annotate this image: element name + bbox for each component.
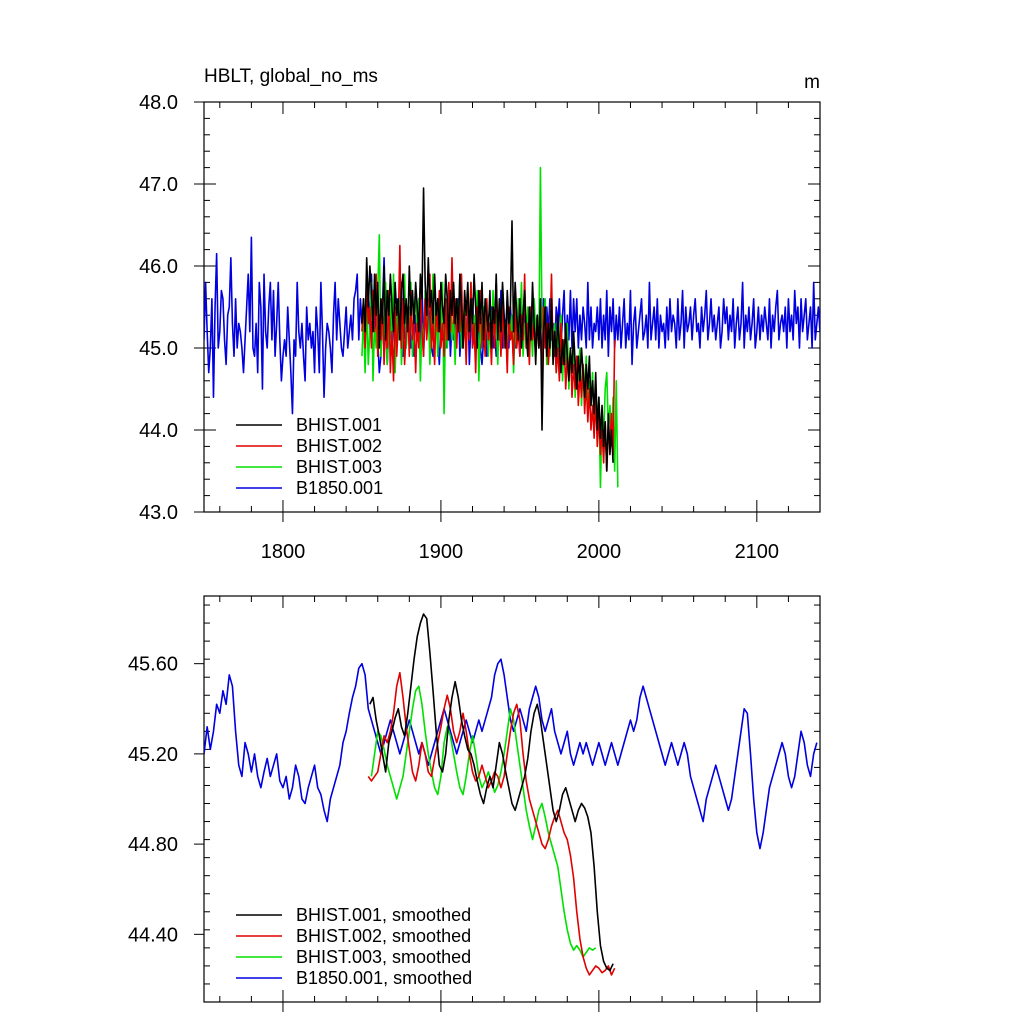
x-tick-label: 2000 <box>577 541 622 563</box>
legend-label: B1850.001, smoothed <box>296 968 472 988</box>
legend-label: BHIST.003, smoothed <box>296 947 471 967</box>
plot-frame <box>203 101 821 513</box>
x-tick-label: 2100 <box>735 541 780 563</box>
plot-frame <box>203 595 821 1003</box>
legend-label: B1850.001 <box>296 478 383 498</box>
y-tick-label: 44.40 <box>128 924 178 946</box>
y-tick-label: 44.0 <box>139 420 178 442</box>
legend-label: BHIST.001, smoothed <box>296 905 471 925</box>
series-line-bhist-003 <box>370 685 597 958</box>
top-panel: 43.0 44.0 45.0 46.0 47.0 48.0 1800 1900 2000 2100… <box>139 92 821 563</box>
series-line-b1850-001 <box>204 236 820 415</box>
top-title: HBLT, global_no_ms <box>204 66 378 87</box>
legend-label: BHIST.001 <box>296 415 382 435</box>
series-line-bhist-001 <box>361 187 614 472</box>
legend-label: BHIST.002, smoothed <box>296 926 471 946</box>
y-tick-label: 43.0 <box>139 502 178 524</box>
x-tick-label: 1900 <box>419 541 464 563</box>
y-tick-label: 47.0 <box>139 174 178 196</box>
y-tick-label: 45.0 <box>139 338 178 360</box>
legend-label: BHIST.002 <box>296 436 382 456</box>
x-tick-label: 1800 <box>261 541 306 563</box>
series-line-bhist-001 <box>369 613 614 972</box>
y-tick-label: 46.0 <box>139 256 178 278</box>
y-tick-label: 44.80 <box>128 834 178 856</box>
series-line-bhist-002 <box>361 244 616 472</box>
series-line-b1850-001 <box>204 658 818 850</box>
y-tick-label: 48.0 <box>139 92 178 114</box>
y-tick-label: 45.20 <box>128 744 178 766</box>
legend-label: BHIST.003 <box>296 457 382 477</box>
top-units: m <box>804 72 820 93</box>
y-tick-label: 45.60 <box>128 654 178 676</box>
